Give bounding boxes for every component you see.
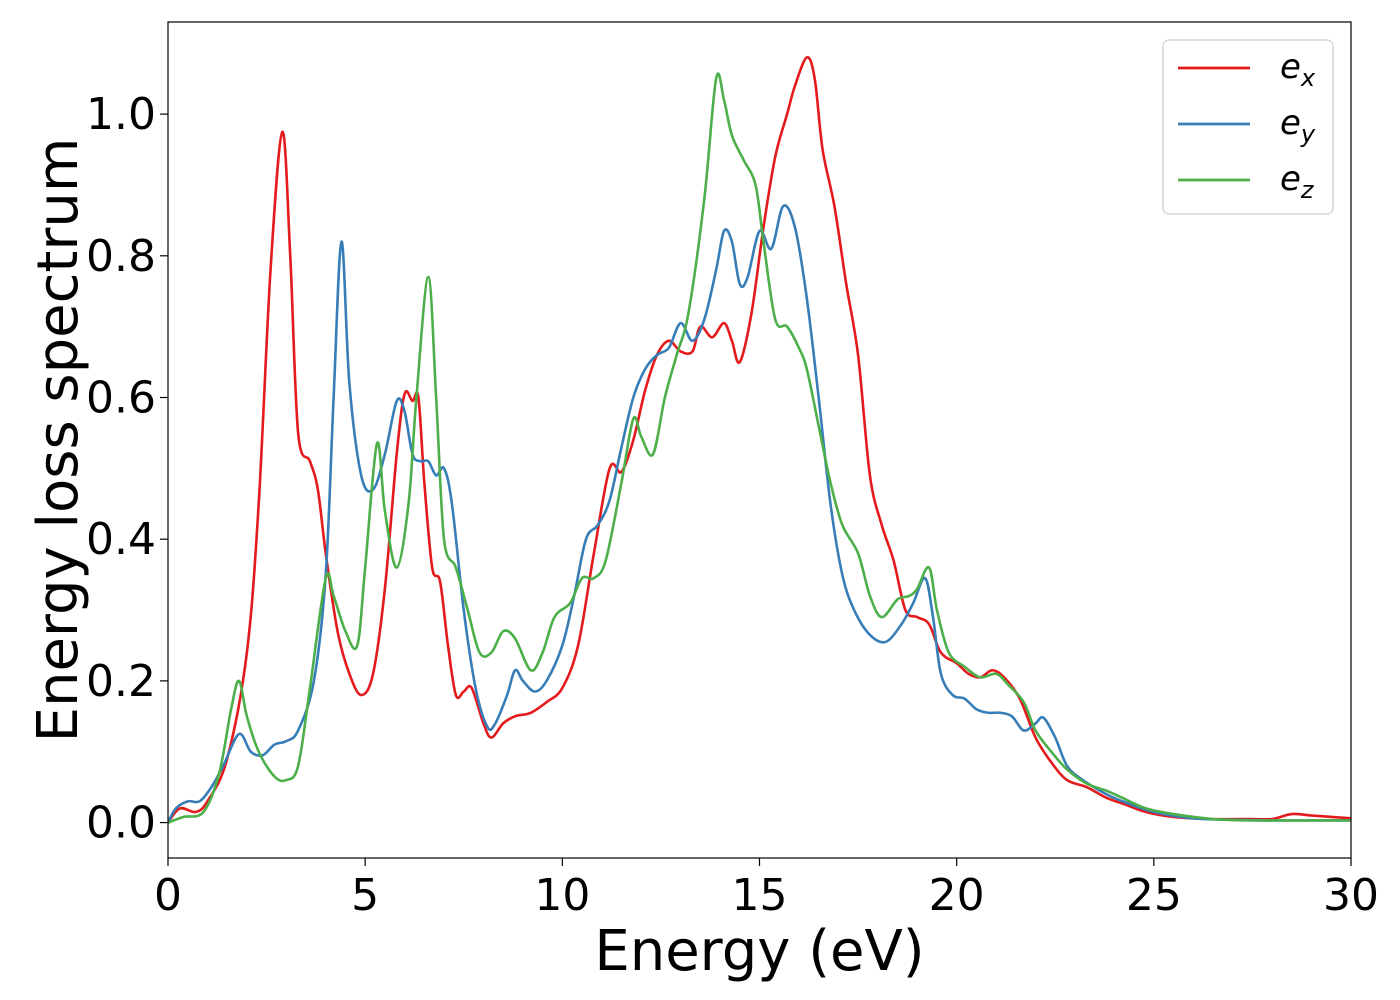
- y-tick-label: 1.0: [86, 89, 156, 140]
- legend-label-subscript: x: [1300, 64, 1316, 92]
- x-tick-label: 15: [732, 870, 788, 921]
- x-tick-label: 0: [154, 870, 182, 921]
- y-tick-label: 0.8: [86, 231, 156, 282]
- legend-label-z: ez: [1280, 159, 1315, 204]
- x-axis-label: Energy (eV): [594, 919, 924, 984]
- series-layer: [168, 56, 1351, 824]
- legend-label-base: e: [1280, 47, 1301, 87]
- legend-label-base: e: [1280, 103, 1301, 143]
- series-line-y: [168, 204, 1351, 824]
- y-tick-label: 0.0: [86, 798, 156, 849]
- legend-label-subscript: z: [1300, 176, 1315, 204]
- y-tick-label: 0.4: [86, 514, 156, 565]
- legend-label-x: ex: [1280, 47, 1316, 92]
- legend-box: [1162, 39, 1334, 215]
- x-tick-label: 30: [1323, 870, 1379, 921]
- x-tick-label: 25: [1126, 870, 1182, 921]
- x-tick-label: 10: [534, 870, 590, 921]
- legend-label-base: e: [1280, 159, 1301, 199]
- series-line-z: [168, 72, 1351, 824]
- legend-label-y: ey: [1280, 103, 1316, 148]
- y-tick-label: 0.2: [86, 656, 156, 707]
- x-tick-label: 5: [351, 870, 379, 921]
- x-tick-label: 20: [929, 870, 985, 921]
- tick-layer: 0 5 10 15 20 25 30 0.0 0.2 0.4 0.6 0.8 1.0: [86, 89, 1379, 921]
- y-tick-label: 0.6: [86, 372, 156, 423]
- y-axis-label: Energy loss spectrum: [26, 138, 91, 743]
- legend-label-subscript: y: [1300, 120, 1316, 148]
